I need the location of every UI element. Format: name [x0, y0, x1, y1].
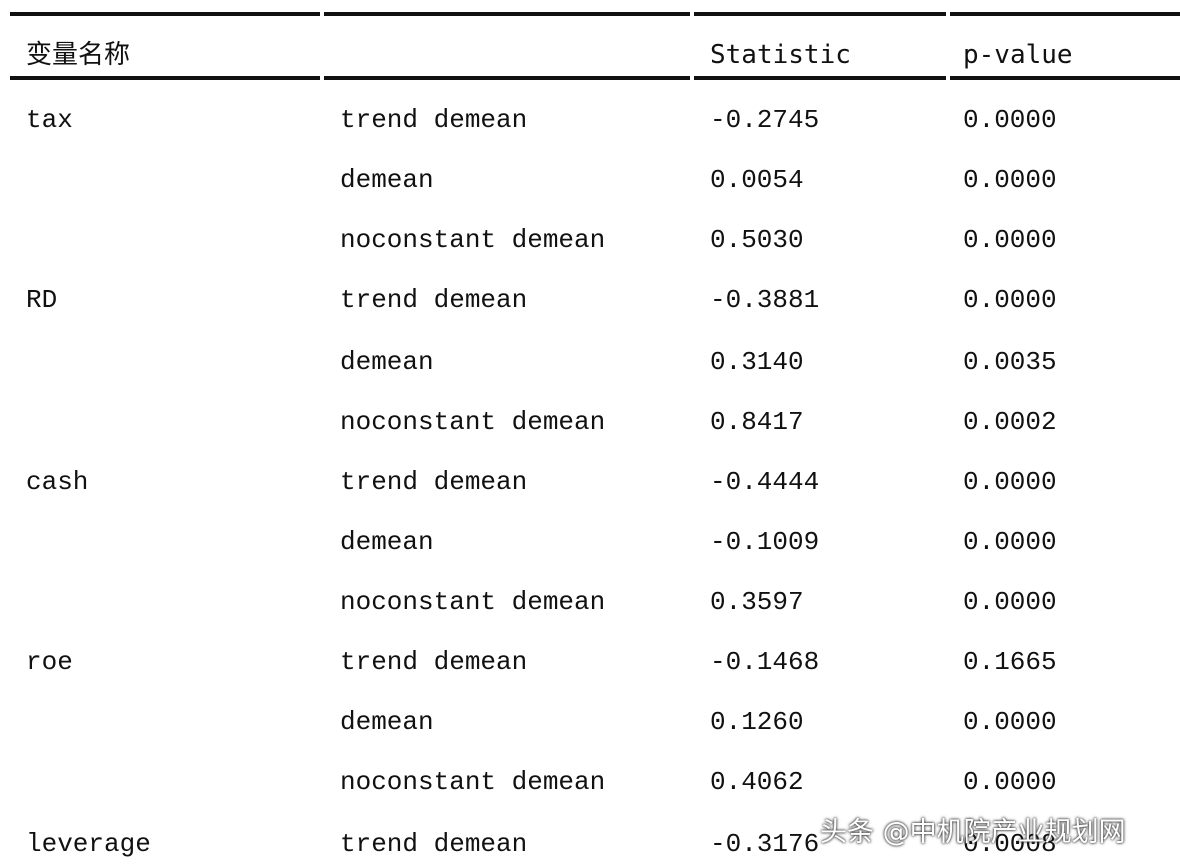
header-statistic: Statistic: [710, 40, 851, 70]
test-type: noconstant demean: [340, 767, 606, 797]
statistic: -0.1009: [710, 527, 820, 557]
statistic: 0.0054: [710, 165, 804, 195]
p-value: 0.0000: [963, 225, 1057, 255]
variable-name: roe: [26, 647, 73, 677]
p-value: 0.0002: [963, 407, 1057, 437]
test-type: demean: [340, 165, 434, 195]
test-type: noconstant demean: [340, 225, 606, 255]
header-rule: [694, 76, 946, 80]
header-p-value: p-value: [963, 40, 1073, 70]
top-rule: [10, 12, 320, 16]
statistic: 0.4062: [710, 767, 804, 797]
p-value: 0.0000: [963, 767, 1057, 797]
test-type: demean: [340, 707, 434, 737]
test-type: trend demean: [340, 285, 528, 315]
variable-name: leverage: [26, 829, 151, 859]
p-value: 0.1665: [963, 647, 1057, 677]
p-value: 0.0000: [963, 587, 1057, 617]
statistic: 0.1260: [710, 707, 804, 737]
header-rule: [950, 76, 1180, 80]
test-type: trend demean: [340, 647, 528, 677]
p-value: 0.0000: [963, 165, 1057, 195]
top-rule: [694, 12, 946, 16]
variable-name: tax: [26, 105, 73, 135]
watermark: 头条 @中机院产业规划网: [820, 817, 1126, 848]
statistic: 0.3140: [710, 347, 804, 377]
p-value: 0.0000: [963, 707, 1057, 737]
p-value: 0.0000: [963, 285, 1057, 315]
header-rule: [324, 76, 690, 80]
variable-name: RD: [26, 285, 58, 315]
p-value: 0.0035: [963, 347, 1057, 377]
header-variable-name: 变量名称: [26, 40, 131, 70]
top-rule: [324, 12, 690, 16]
statistic: -0.3176: [710, 829, 820, 859]
statistic: -0.2745: [710, 105, 820, 135]
test-type: demean: [340, 347, 434, 377]
statistic: 0.5030: [710, 225, 804, 255]
p-value: 0.0000: [963, 527, 1057, 557]
header-rule: [10, 76, 320, 80]
statistic: 0.8417: [710, 407, 804, 437]
statistic: 0.3597: [710, 587, 804, 617]
test-type: trend demean: [340, 105, 528, 135]
test-type: trend demean: [340, 467, 528, 497]
test-type: trend demean: [340, 829, 528, 859]
p-value: 0.0008: [963, 829, 1057, 859]
p-value: 0.0000: [963, 467, 1057, 497]
p-value: 0.0000: [963, 105, 1057, 135]
statistic: -0.4444: [710, 467, 820, 497]
test-type: noconstant demean: [340, 407, 606, 437]
statistic: -0.3881: [710, 285, 820, 315]
statistic: -0.1468: [710, 647, 820, 677]
top-rule: [950, 12, 1180, 16]
test-type: noconstant demean: [340, 587, 606, 617]
variable-name: cash: [26, 467, 89, 497]
test-type: demean: [340, 527, 434, 557]
